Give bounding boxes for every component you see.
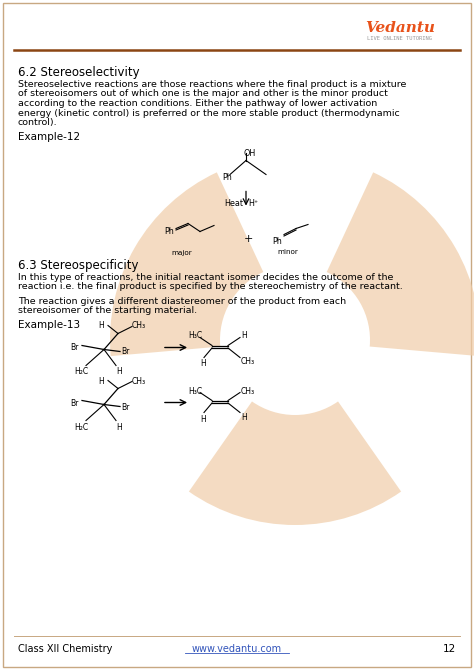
Text: Example-12: Example-12 [18,131,80,141]
Text: Heat: Heat [224,198,243,208]
Text: of stereoisomers out of which one is the major and other is the minor product: of stereoisomers out of which one is the… [18,90,388,98]
Text: H⁺: H⁺ [248,198,258,208]
Text: H: H [241,332,247,340]
Text: H₃C: H₃C [188,387,202,395]
Text: minor: minor [278,249,299,255]
Text: H: H [241,413,247,421]
Text: H: H [200,360,206,368]
Text: Br: Br [121,348,129,356]
Text: Br: Br [70,344,78,352]
Text: according to the reaction conditions. Either the pathway of lower activation: according to the reaction conditions. Ei… [18,99,377,108]
Wedge shape [327,172,474,356]
Text: H: H [98,322,104,330]
Text: H: H [200,415,206,423]
Text: control).: control). [18,118,58,127]
Text: Br: Br [70,399,78,407]
Text: The reaction gives a different diastereomer of the product from each: The reaction gives a different diastereo… [18,297,346,306]
Text: Br: Br [121,403,129,411]
FancyBboxPatch shape [3,3,471,667]
Text: major: major [172,251,192,257]
Text: Ph: Ph [164,226,174,235]
Text: Example-13: Example-13 [18,320,80,330]
Text: H: H [116,423,122,431]
Text: Ph: Ph [222,174,232,182]
Text: 6.3 Stereospecificity: 6.3 Stereospecificity [18,259,138,271]
Text: Stereoselective reactions are those reactions where the final product is a mixtu: Stereoselective reactions are those reac… [18,80,406,89]
Wedge shape [110,172,263,356]
Text: energy (kinetic control) is preferred or the more stable product (thermodynamic: energy (kinetic control) is preferred or… [18,109,400,117]
Text: stereoisomer of the starting material.: stereoisomer of the starting material. [18,306,197,315]
Text: Vedantu: Vedantu [365,21,435,35]
Text: CH₃: CH₃ [241,387,255,395]
Text: H: H [98,377,104,385]
Text: CH₃: CH₃ [132,377,146,385]
Text: +: + [243,234,253,245]
Text: OH: OH [244,149,256,157]
Text: LIVE ONLINE TUTORING: LIVE ONLINE TUTORING [367,36,432,40]
Text: reaction i.e. the final product is specified by the stereochemistry of the react: reaction i.e. the final product is speci… [18,282,403,291]
Wedge shape [189,401,401,525]
Text: CH₃: CH₃ [241,358,255,366]
Text: H: H [116,368,122,377]
Text: H₃C: H₃C [188,332,202,340]
Text: CH₃: CH₃ [132,322,146,330]
Text: In this type of reactions, the initial reactant isomer decides the outcome of th: In this type of reactions, the initial r… [18,273,393,281]
Text: Ph: Ph [272,237,282,245]
Text: H₂C: H₂C [74,368,88,377]
Text: H₂C: H₂C [74,423,88,431]
Text: 12: 12 [443,644,456,654]
Text: Class XII Chemistry: Class XII Chemistry [18,644,112,654]
Text: 6.2 Stereoselectivity: 6.2 Stereoselectivity [18,66,140,79]
Text: www.vedantu.com: www.vedantu.com [192,644,282,654]
